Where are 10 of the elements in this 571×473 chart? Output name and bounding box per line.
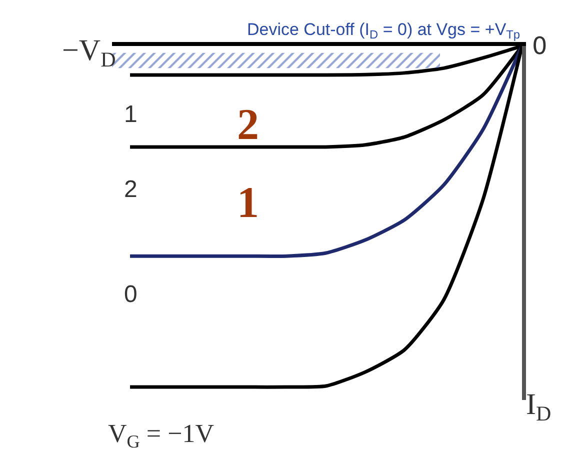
annotation: 1 bbox=[124, 101, 138, 128]
text: V$_{G}$ = −1V bbox=[108, 419, 214, 452]
text: 0 bbox=[532, 32, 548, 60]
annotation: 2 bbox=[237, 100, 259, 149]
band-label: Device Cut-off (I$_{D}$ = 0) at Vgs = +V$_{Tp}$ bbox=[247, 20, 520, 42]
annotation: 2 bbox=[124, 176, 138, 203]
y-axis-title: I$_{D}$ bbox=[526, 388, 552, 426]
x-axis-title: −V$_{D}$ bbox=[62, 34, 116, 72]
annotation: 1 bbox=[237, 178, 259, 227]
annotation: 0 bbox=[124, 281, 138, 308]
